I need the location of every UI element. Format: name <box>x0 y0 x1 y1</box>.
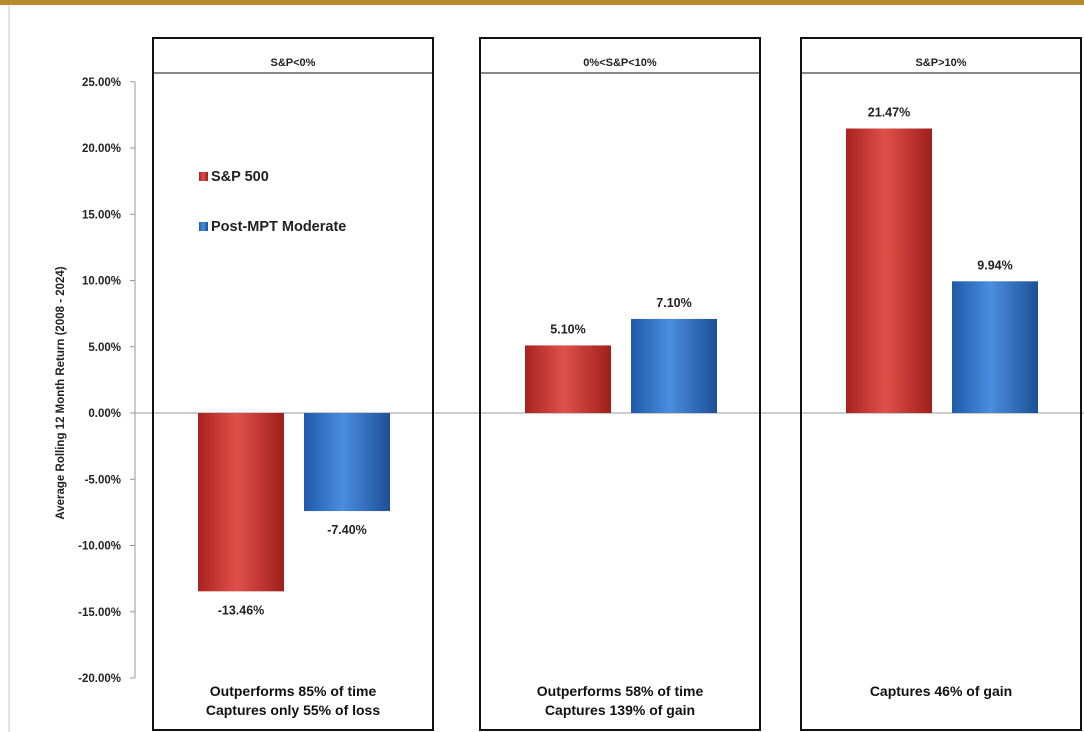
data-label: 5.10% <box>550 322 585 336</box>
top-border <box>0 0 1084 5</box>
panel-note: Captures 139% of gain <box>545 702 695 718</box>
panel-note: Outperforms 58% of time <box>537 683 704 699</box>
data-label: -7.40% <box>327 523 367 537</box>
y-tick-label: 25.00% <box>82 77 121 89</box>
panel-title: S&P>10% <box>915 57 966 69</box>
y-tick-label: -10.00% <box>78 541 121 553</box>
legend-swatch <box>199 222 208 231</box>
y-axis-title: Average Rolling 12 Month Return (2008 - … <box>55 266 67 519</box>
y-tick-label: 10.00% <box>82 276 121 288</box>
y-tick-label: -5.00% <box>85 474 121 486</box>
y-tick-label: 20.00% <box>82 143 121 155</box>
data-label: 7.10% <box>656 296 691 310</box>
legend-label: S&P 500 <box>211 169 269 185</box>
data-label: 9.94% <box>977 258 1012 272</box>
y-tick-label: 5.00% <box>88 342 121 354</box>
panel-title: S&P<0% <box>271 57 316 69</box>
panel-note: Captures only 55% of loss <box>206 702 380 718</box>
panel-title: 0%<S&P<10% <box>583 57 657 69</box>
y-tick-label: 15.00% <box>82 209 121 221</box>
legend-swatch <box>199 172 208 181</box>
bar <box>525 345 611 413</box>
panel-box <box>479 37 761 731</box>
bar <box>304 413 390 512</box>
y-tick-label: -20.00% <box>78 673 121 685</box>
data-label: 21.47% <box>868 106 910 120</box>
data-label: -13.46% <box>218 603 265 617</box>
y-tick-label: 0.00% <box>88 408 121 420</box>
legend-label: Post-MPT Moderate <box>211 219 346 235</box>
panel-box <box>800 37 1082 731</box>
y-tick-label: -15.00% <box>78 607 121 619</box>
bar <box>952 281 1038 413</box>
panel-box <box>152 37 434 731</box>
bar <box>846 128 932 413</box>
panel-note: Captures 46% of gain <box>870 683 1012 699</box>
bar <box>198 413 284 592</box>
bar <box>631 318 717 413</box>
panel-note: Outperforms 85% of time <box>210 683 377 699</box>
